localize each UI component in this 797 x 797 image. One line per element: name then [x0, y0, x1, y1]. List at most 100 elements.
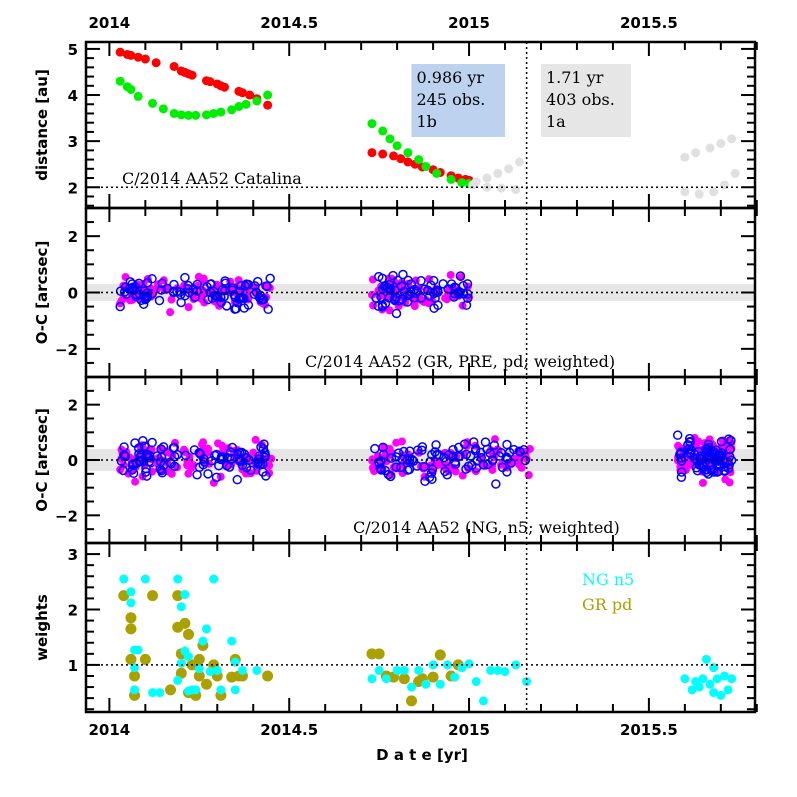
y-axis-label: O-C [arcsec] — [33, 408, 51, 512]
y-axis-label: O-C [arcsec] — [33, 241, 51, 345]
data-point-open — [221, 301, 232, 311]
data-point — [727, 134, 737, 144]
data-point-open — [462, 289, 473, 299]
data-point-open — [485, 448, 495, 458]
data-point — [212, 665, 222, 675]
panel-annotation: C/2014 AA52 Catalina — [122, 169, 302, 188]
data-point-open — [459, 439, 470, 449]
data-point-open — [439, 452, 449, 463]
data-point-open — [416, 276, 426, 286]
data-point — [727, 674, 737, 684]
data-point-open — [420, 476, 430, 487]
data-point — [140, 54, 150, 64]
data-point — [716, 690, 726, 700]
data-point — [263, 100, 273, 110]
data-point-open — [502, 439, 512, 450]
data-point — [129, 670, 141, 682]
data-point-open — [391, 462, 402, 472]
data-point — [730, 168, 740, 178]
data-point — [209, 108, 219, 118]
data-point — [126, 84, 136, 94]
data-point-open — [494, 451, 505, 461]
info-box-text: 1a — [546, 112, 566, 131]
data-point — [414, 155, 424, 165]
data-point — [694, 682, 704, 692]
data-point — [125, 653, 137, 665]
data-point-open — [253, 459, 263, 469]
y-tick-label: 2 — [68, 601, 78, 619]
data-point — [403, 148, 413, 158]
data-point — [701, 654, 711, 664]
data-point — [705, 679, 715, 689]
data-point-open — [701, 467, 712, 477]
data-point-open — [489, 440, 500, 451]
data-point-open — [419, 461, 429, 472]
data-point-open — [402, 465, 413, 475]
data-point-filled — [698, 478, 707, 487]
data-point — [478, 696, 488, 706]
data-point-open — [121, 289, 132, 299]
data-point — [511, 185, 521, 195]
x-tick-label-top: 2015 — [448, 14, 490, 32]
data-point-open — [419, 284, 430, 295]
data-point-open — [203, 469, 213, 479]
data-point-open — [476, 452, 486, 463]
data-point-open — [686, 445, 697, 455]
data-point-open — [408, 456, 419, 466]
data-point — [482, 173, 492, 183]
data-point-open — [214, 460, 224, 471]
data-point-open — [156, 465, 167, 476]
data-point-open — [461, 449, 472, 460]
data-point — [139, 653, 151, 665]
data-point — [432, 168, 442, 178]
data-point — [680, 152, 690, 162]
data-point — [193, 653, 205, 665]
data-point — [133, 52, 143, 62]
data-point-open — [125, 277, 136, 287]
x-tick-label-top: 2015.5 — [620, 14, 678, 32]
data-point — [396, 154, 406, 164]
data-point-open — [206, 456, 217, 466]
data-point — [399, 665, 409, 675]
data-point-open — [168, 286, 179, 297]
data-point — [464, 659, 474, 669]
data-point — [709, 688, 719, 698]
data-point-open — [377, 273, 388, 284]
data-point-open — [711, 445, 722, 455]
legend-entry: NG n5 — [582, 570, 634, 589]
data-point-open — [458, 289, 469, 299]
data-point — [165, 684, 177, 696]
data-point-open — [675, 449, 685, 460]
data-point — [723, 685, 733, 695]
data-point — [457, 178, 467, 188]
data-point-open — [684, 433, 695, 444]
y-tick-label: 0 — [68, 285, 78, 303]
data-point — [705, 143, 715, 153]
data-point-open — [393, 448, 404, 458]
data-point — [126, 50, 136, 60]
data-point — [148, 688, 158, 698]
data-point-open — [154, 295, 165, 306]
data-point — [198, 636, 208, 646]
axes-layer — [84, 40, 758, 714]
data-point-open — [127, 460, 138, 470]
data-point-open — [141, 467, 151, 477]
data-point — [173, 675, 183, 685]
data-point — [504, 164, 514, 174]
data-point-open — [134, 449, 144, 459]
data-point-open — [211, 472, 222, 483]
data-point — [450, 672, 460, 682]
data-point — [378, 149, 388, 159]
data-point — [158, 104, 168, 114]
y-tick-label: −2 — [55, 507, 78, 525]
data-point — [241, 99, 251, 109]
data-point-open — [384, 283, 394, 294]
data-point — [175, 667, 187, 679]
data-point-open — [429, 303, 439, 313]
data-point-open — [506, 458, 516, 468]
data-point-open — [726, 435, 736, 446]
data-point — [151, 58, 161, 68]
data-point-open — [259, 439, 269, 449]
data-point — [201, 110, 211, 120]
data-point-open — [374, 459, 385, 469]
